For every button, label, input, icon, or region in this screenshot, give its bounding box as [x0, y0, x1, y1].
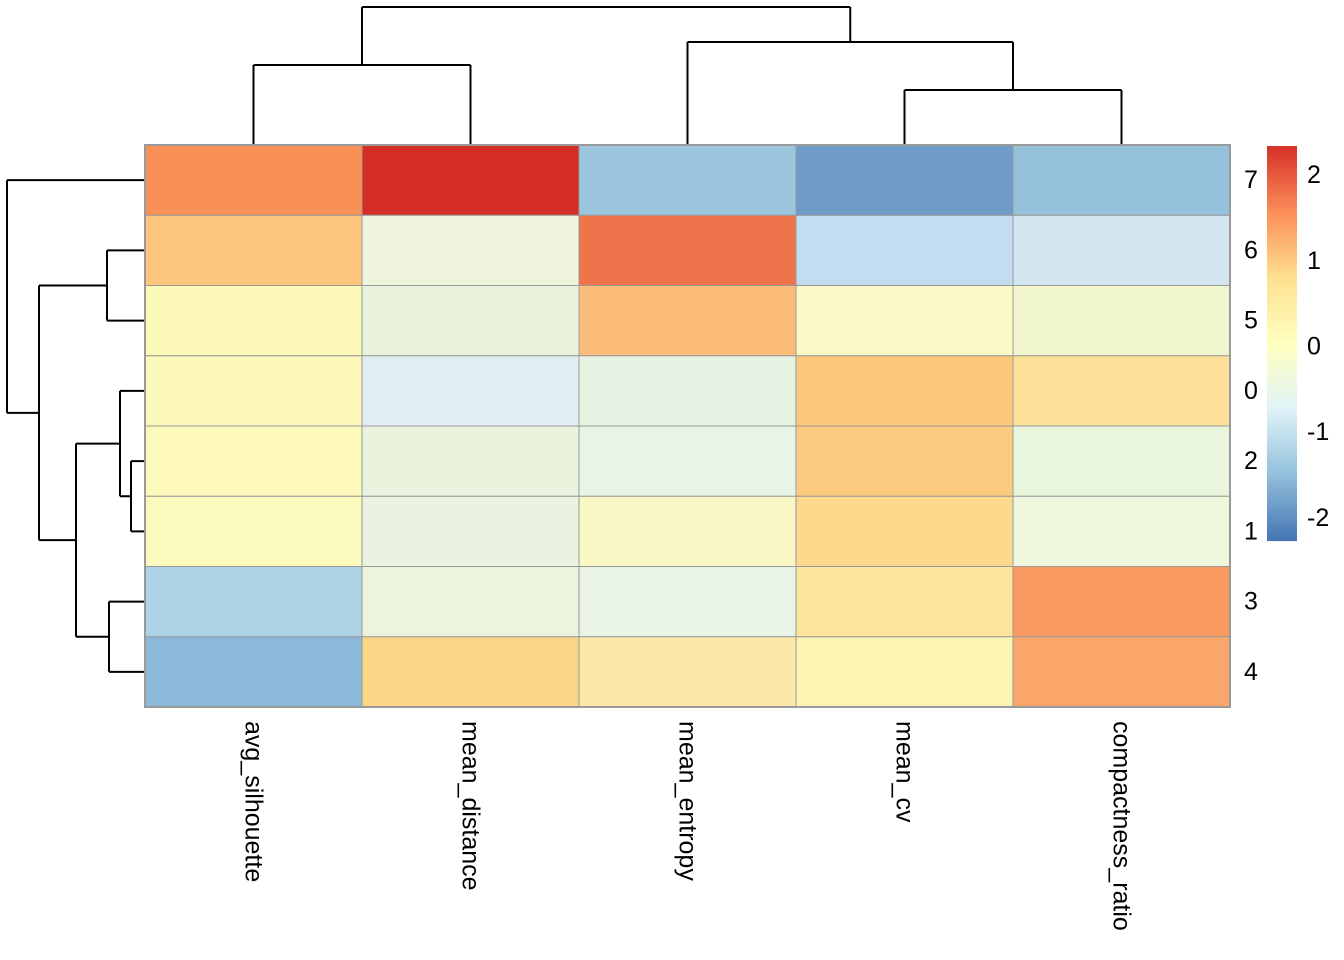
heatmap-cell: [1012, 214, 1231, 287]
heatmap-cell: [1012, 566, 1231, 638]
heatmap-cell: [1012, 144, 1231, 216]
heatmap-cell: [144, 144, 363, 216]
column-label: compactness_ratio: [1108, 721, 1136, 931]
heatmap-cell: [361, 144, 580, 216]
heatmap-cell: [361, 566, 580, 638]
heatmap-cell: [361, 285, 580, 357]
legend-tick-label: -1: [1307, 418, 1329, 446]
heatmap-cell: [578, 495, 797, 568]
heatmap-cell: [1012, 285, 1231, 357]
row-labels: 7 6 5 0 2 1 3 4: [1244, 166, 1258, 686]
legend-tick-label: -2: [1307, 504, 1329, 532]
column-dendrogram: [252, 6, 1123, 145]
heatmap-border: [144, 144, 1231, 708]
color-scale-legend: 2 1 0 -1 -2: [1267, 146, 1329, 542]
column-labels: avg_silhouette mean_distance mean_entropy m…: [240, 721, 1136, 931]
column-label: mean_entropy: [674, 721, 702, 881]
heatmap-cell: [795, 566, 1014, 638]
row-label: 1: [1244, 517, 1258, 545]
heatmap-cell: [578, 566, 797, 638]
heatmap-cell: [578, 355, 797, 427]
heatmap-cell: [361, 495, 580, 568]
heatmap-cell: [144, 566, 363, 638]
column-label: avg_silhouette: [240, 721, 268, 882]
heatmap-cell: [578, 425, 797, 497]
heatmap-cell: [361, 355, 580, 427]
legend-tick-label: 0: [1307, 333, 1321, 361]
row-label: 7: [1244, 166, 1258, 194]
heatmap-cell: [144, 495, 363, 568]
heatmap-cell: [144, 636, 363, 708]
heatmap-cell: [795, 495, 1014, 568]
heatmap-cell: [578, 214, 797, 287]
heatmap-cell: [144, 214, 363, 287]
column-label: mean_cv: [891, 721, 919, 823]
heatmap-cell: [578, 285, 797, 357]
column-label: mean_distance: [457, 721, 485, 891]
heatmap-cell: [795, 214, 1014, 287]
heatmap-cell: [1012, 495, 1231, 568]
row-label: 6: [1244, 236, 1258, 264]
heatmap-cell: [1012, 425, 1231, 497]
row-label: 3: [1244, 588, 1258, 616]
heatmap-cell: [795, 425, 1014, 497]
heatmap-cells: [144, 144, 1231, 708]
heatmap-cell: [361, 636, 580, 708]
row-label: 4: [1244, 658, 1258, 686]
row-dendrogram: [6, 179, 145, 673]
heatmap-cell: [1012, 636, 1231, 708]
legend-tick-label: 2: [1307, 161, 1321, 189]
heatmap-cell: [361, 214, 580, 287]
row-label: 5: [1244, 307, 1258, 335]
heatmap-cell: [795, 355, 1014, 427]
legend-bar: [1267, 146, 1297, 542]
heatmap-cell: [144, 425, 363, 497]
heatmap-cell: [144, 355, 363, 427]
heatmap-cell: [1012, 355, 1231, 427]
heatmap-cell: [795, 285, 1014, 357]
heatmap-cell: [795, 144, 1014, 216]
heatmap-cell: [144, 285, 363, 357]
row-label: 0: [1244, 377, 1258, 405]
heatmap-cell: [361, 425, 580, 497]
heatmap-cell: [578, 636, 797, 708]
heatmap-cell: [795, 636, 1014, 708]
heatmap-cell: [578, 144, 797, 216]
row-label: 2: [1244, 447, 1258, 475]
legend-tick-label: 1: [1307, 247, 1321, 275]
